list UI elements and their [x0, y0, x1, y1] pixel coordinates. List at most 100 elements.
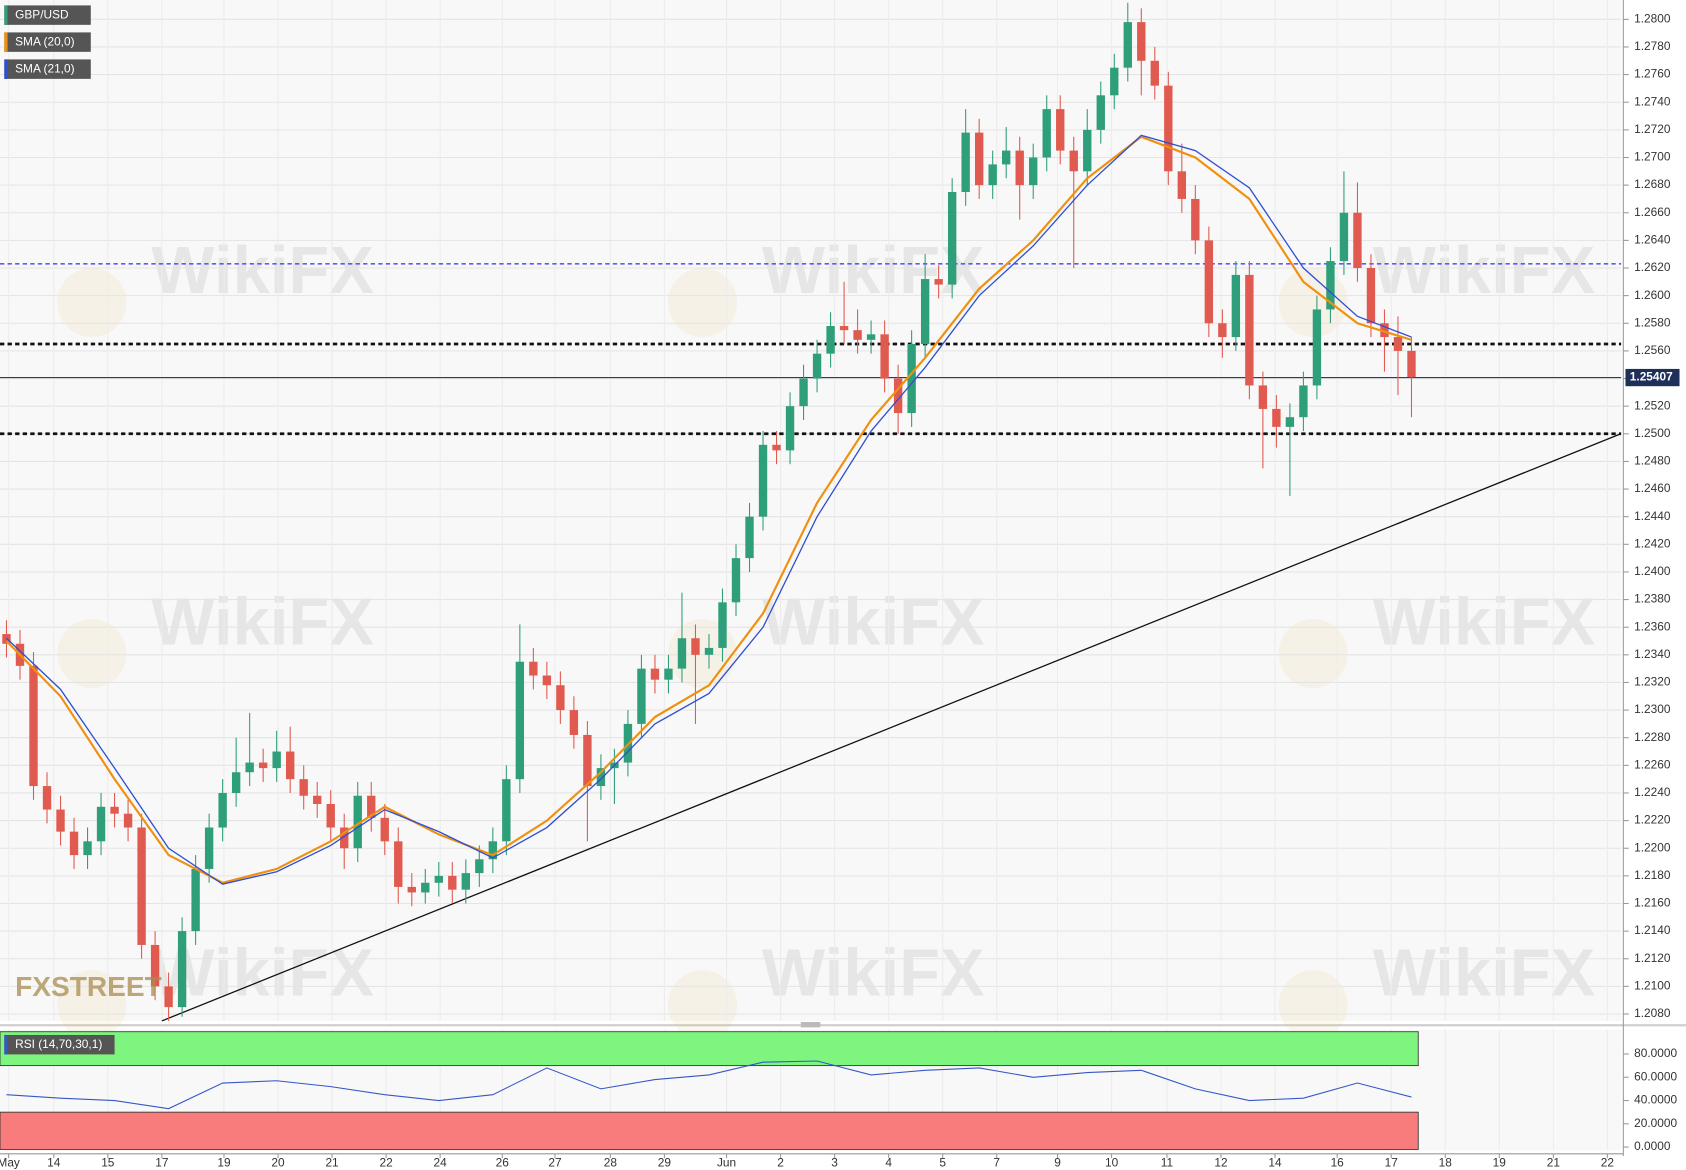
candle-body [1285, 417, 1295, 427]
candle-body [421, 882, 430, 893]
candle-body [772, 444, 781, 451]
candle-body [515, 661, 525, 780]
candle-body [1272, 408, 1281, 427]
candle-body [664, 668, 673, 680]
candle-body [353, 795, 362, 849]
candle-body [502, 779, 511, 842]
sma-line [6, 134, 1412, 885]
watermark: WikiFX [762, 584, 985, 659]
x-tick-label: 27 [548, 1156, 561, 1170]
candle-body [1353, 212, 1362, 269]
candle-body [1231, 274, 1241, 338]
candle-body [1056, 109, 1065, 151]
y-tick-label: 1.2780 [1634, 39, 1671, 53]
legend-label: RSI (14,70,30,1) [15, 1037, 102, 1051]
x-tick-label: 22 [379, 1156, 392, 1170]
candle-body [461, 873, 470, 890]
candle-body [1177, 171, 1187, 199]
candle-body [988, 164, 997, 186]
legend-box[interactable] [4, 32, 91, 52]
y-tick-label: 1.2420 [1634, 536, 1671, 550]
y-tick-label: 1.2300 [1634, 702, 1671, 716]
x-tick-label: May [0, 1156, 20, 1170]
y-tick-label: 1.2100 [1634, 979, 1671, 993]
candle-body [488, 841, 498, 860]
candle-body [853, 330, 862, 340]
x-tick-label: 19 [1493, 1156, 1507, 1170]
x-tick-label: 16 [1331, 1156, 1345, 1170]
watermark-icon [57, 267, 127, 338]
watermark: WikiFX [151, 935, 374, 1010]
candle-body [1312, 309, 1322, 386]
legend-box[interactable] [4, 59, 91, 79]
watermark-icon [1278, 619, 1348, 689]
candle-body [1204, 240, 1214, 324]
candle-body [434, 875, 443, 883]
y-tick-label: 1.2760 [1634, 67, 1671, 81]
candle-body [380, 817, 389, 842]
x-tick-label: 3 [831, 1156, 838, 1170]
y-tick-label: 1.2620 [1634, 260, 1671, 274]
y-tick-label: 1.2520 [1634, 398, 1671, 412]
candle-body [1393, 337, 1403, 351]
candle-body [1245, 274, 1254, 386]
overbought-zone [0, 1031, 1419, 1067]
candle-body [1083, 129, 1092, 172]
candle-body [1258, 385, 1268, 409]
candle-body [718, 602, 727, 648]
legend-label: SMA (20,0) [15, 34, 74, 48]
candle-body [947, 192, 957, 285]
watermark-icon [1278, 970, 1348, 1040]
candle-body [69, 831, 79, 856]
candle-body [556, 685, 565, 711]
candle-body [542, 675, 552, 686]
last-price-box [1625, 368, 1680, 387]
legend-swatch [4, 59, 8, 79]
trendline [161, 433, 1622, 1022]
pane-resize-handle[interactable] [800, 1021, 821, 1028]
legend-swatch [4, 32, 8, 52]
x-tick-label: 21 [325, 1156, 339, 1170]
candle-body [1407, 350, 1416, 378]
y-tick-label: 1.2400 [1634, 564, 1671, 578]
candle-body [204, 827, 214, 869]
candle-body [650, 668, 660, 680]
candle-body [1002, 150, 1011, 165]
candle-body [1069, 150, 1078, 172]
candle-body [56, 809, 65, 832]
y-tick-label: 1.2500 [1634, 426, 1671, 440]
legend-swatch [4, 5, 8, 25]
candle-body [758, 444, 768, 517]
candle-body [326, 804, 335, 828]
legend-box[interactable] [4, 1034, 115, 1055]
y-tick-label: 1.2560 [1634, 343, 1671, 357]
candle-body [569, 710, 579, 735]
x-tick-label: 26 [496, 1156, 510, 1170]
x-tick-label: 28 [604, 1156, 618, 1170]
x-tick-label: Jun [717, 1156, 736, 1170]
x-tick-label: 11 [1161, 1156, 1174, 1170]
candle-body [920, 279, 930, 344]
legend-label: SMA (21,0) [15, 61, 74, 75]
candle-body [1150, 60, 1159, 86]
y-tick-label: 1.2140 [1634, 923, 1671, 937]
x-tick-label: 21 [1547, 1156, 1561, 1170]
legend-box[interactable] [4, 5, 91, 25]
watermark-icon [57, 619, 127, 689]
candle-body [1042, 109, 1051, 158]
x-tick-label: 24 [434, 1156, 448, 1170]
candle-body [961, 132, 970, 193]
candle-body [1137, 22, 1146, 61]
y-tick-label: 1.2320 [1634, 675, 1671, 689]
y-tick-label: 1.2180 [1634, 868, 1671, 882]
x-tick-label: 18 [1439, 1156, 1453, 1170]
candle-body [407, 886, 416, 893]
x-tick-label: 14 [47, 1156, 61, 1170]
candle-body [475, 859, 484, 874]
candle-body [164, 986, 173, 1008]
y-tick-label: 1.2280 [1634, 730, 1671, 744]
candle-body [1164, 85, 1173, 172]
legend-swatch [4, 1034, 8, 1055]
